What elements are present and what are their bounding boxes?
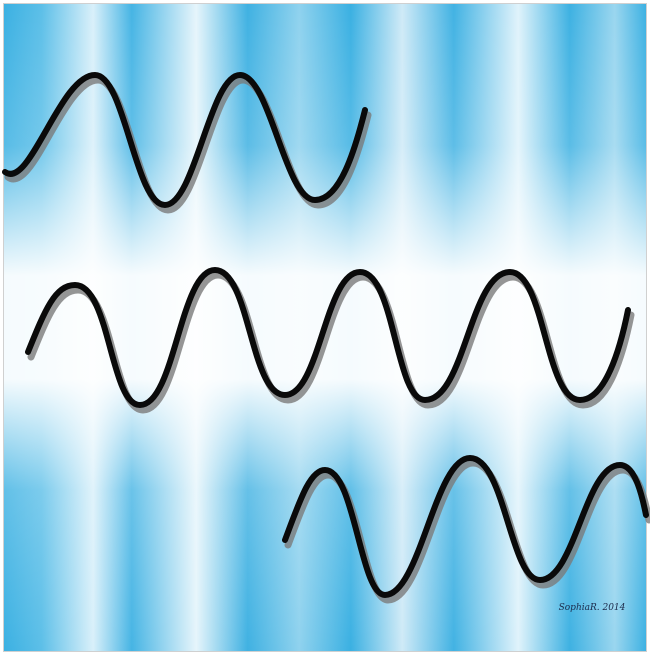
artwork: SophiaR. 2014 (0, 0, 650, 655)
signature: SophiaR. 2014 (559, 603, 626, 613)
page: SophiaR. 2014 (() => { const data = JSON… (0, 0, 650, 655)
